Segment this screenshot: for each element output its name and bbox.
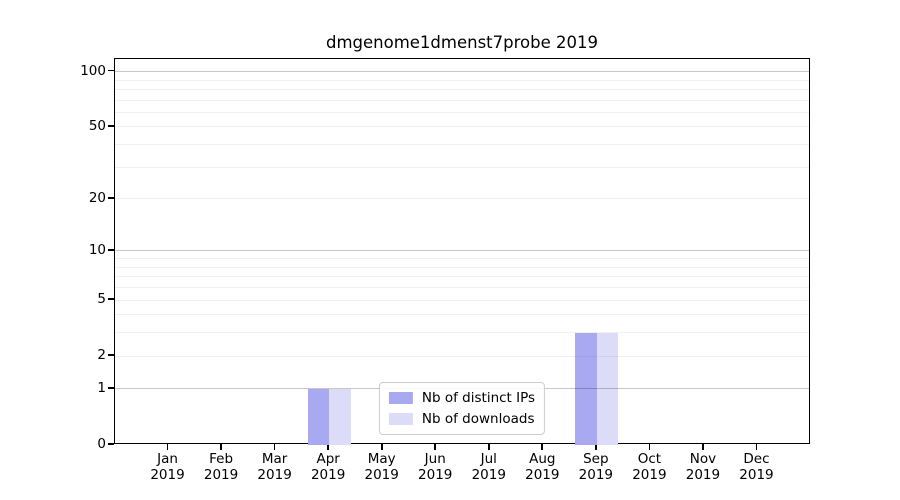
y-tick-100 bbox=[108, 69, 114, 72]
x-tick-sep bbox=[594, 444, 597, 450]
minor-gridline-9 bbox=[115, 258, 809, 260]
y-tick-10 bbox=[108, 249, 114, 251]
y-tick-5 bbox=[108, 298, 114, 300]
bar-nb-of-distinct-ips-Sep bbox=[575, 332, 597, 445]
x-tick-label-jan: Jan 2019 bbox=[150, 451, 185, 483]
x-tick-label-may: May 2019 bbox=[364, 451, 399, 483]
y-tick-label-10: 10 bbox=[88, 241, 106, 258]
y-tick-label-0: 0 bbox=[97, 436, 106, 452]
x-tick-label-sep: Sep 2019 bbox=[578, 451, 614, 483]
y-tick-label-50: 50 bbox=[88, 117, 106, 134]
x-tick-mar bbox=[273, 444, 276, 450]
minor-gridline-6 bbox=[115, 287, 809, 289]
minor-gridline-3 bbox=[115, 332, 809, 334]
x-tick-label-feb: Feb 2019 bbox=[203, 451, 239, 483]
minor-gridline-80 bbox=[115, 88, 809, 90]
minor-gridline-4 bbox=[115, 314, 809, 316]
y-tick-20 bbox=[108, 196, 114, 199]
x-tick-label-nov: Nov 2019 bbox=[685, 451, 721, 483]
y-tick-50 bbox=[108, 125, 114, 127]
major-gridline-10 bbox=[115, 250, 809, 252]
minor-gridline-30 bbox=[115, 166, 809, 168]
minor-gridline-90 bbox=[115, 79, 809, 81]
y-tick-label-1: 1 bbox=[97, 379, 106, 396]
legend-swatch-downloads bbox=[388, 413, 413, 425]
chart-title: dmgenome1dmenst7probe 2019 bbox=[325, 33, 599, 52]
x-tick-label-mar: Mar 2019 bbox=[257, 451, 292, 483]
x-tick-nov bbox=[702, 444, 704, 450]
y-tick-label-100: 100 bbox=[80, 62, 106, 79]
minor-gridline-20 bbox=[115, 198, 809, 200]
x-tick-jun bbox=[434, 444, 437, 450]
legend-item-distinct-ips: Nb of distinct IPs bbox=[388, 390, 536, 406]
major-gridline-100 bbox=[115, 71, 809, 73]
x-tick-may bbox=[380, 444, 383, 450]
y-tick-label-5: 5 bbox=[97, 291, 106, 308]
y-tick-2 bbox=[108, 354, 114, 356]
x-tick-label-jul: Jul 2019 bbox=[471, 451, 506, 483]
plot-area: Nb of distinct IPs Nb of downloads bbox=[114, 58, 810, 445]
x-tick-label-aug: Aug 2019 bbox=[525, 451, 560, 483]
bar-nb-of-downloads-Sep bbox=[596, 332, 619, 445]
minor-gridline-2 bbox=[115, 355, 809, 357]
y-tick-label-2: 2 bbox=[97, 347, 106, 364]
minor-gridline-60 bbox=[115, 111, 809, 113]
x-tick-dec bbox=[755, 444, 758, 450]
bar-nb-of-downloads-Apr bbox=[329, 388, 351, 445]
x-tick-label-oct: Oct 2019 bbox=[632, 451, 667, 483]
x-tick-jan bbox=[166, 444, 169, 450]
minor-gridline-7 bbox=[115, 276, 809, 278]
minor-gridline-40 bbox=[115, 144, 809, 146]
bar-nb-of-distinct-ips-Apr bbox=[307, 388, 330, 445]
x-tick-jul bbox=[487, 444, 490, 450]
legend-label-distinct-ips: Nb of distinct IPs bbox=[421, 390, 536, 406]
minor-gridline-8 bbox=[115, 266, 809, 268]
y-tick-label-20: 20 bbox=[88, 189, 106, 206]
legend-item-downloads: Nb of downloads bbox=[388, 411, 535, 427]
legend-label-downloads: Nb of downloads bbox=[421, 411, 535, 427]
x-tick-aug bbox=[541, 444, 544, 450]
legend-swatch-distinct-ips bbox=[388, 392, 413, 404]
x-tick-oct bbox=[648, 444, 651, 450]
x-tick-label-apr: Apr 2019 bbox=[310, 451, 346, 483]
x-tick-label-dec: Dec 2019 bbox=[739, 451, 774, 483]
x-tick-apr bbox=[327, 444, 329, 450]
y-tick-0 bbox=[108, 443, 114, 445]
x-tick-feb bbox=[220, 444, 222, 450]
minor-gridline-70 bbox=[115, 99, 809, 101]
x-tick-label-jun: Jun 2019 bbox=[418, 451, 453, 483]
minor-gridline-50 bbox=[115, 126, 809, 128]
legend: Nb of distinct IPs Nb of downloads bbox=[378, 382, 546, 435]
minor-gridline-5 bbox=[115, 299, 809, 301]
y-tick-1 bbox=[108, 387, 114, 389]
